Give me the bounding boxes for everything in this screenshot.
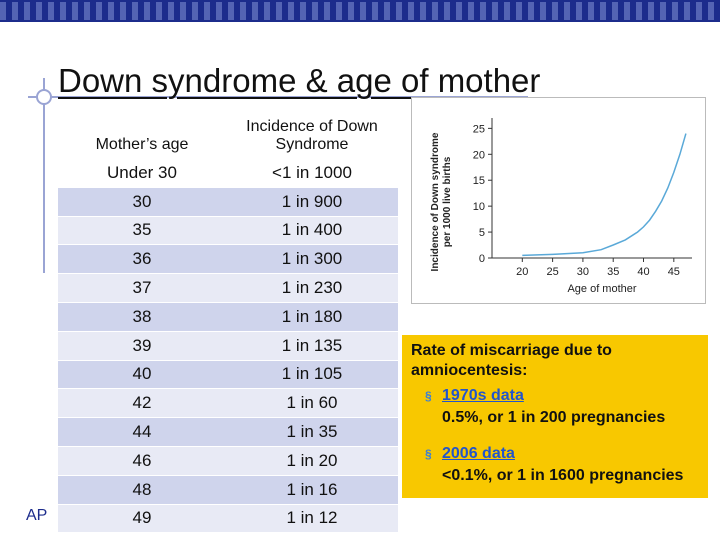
table-row: 39 1 in 135 <box>58 330 398 360</box>
header-bar <box>0 0 720 22</box>
table-row: 35 1 in 400 <box>58 215 398 245</box>
table-row: 38 1 in 180 <box>58 301 398 331</box>
x-tick-label: 20 <box>516 266 528 278</box>
incidence-cell: 1 in 60 <box>226 388 398 418</box>
note-item-label[interactable]: 1970s data <box>442 387 524 404</box>
decorative-vertical-line <box>43 78 45 273</box>
x-tick-label: 40 <box>637 266 649 278</box>
y-tick-label: 5 <box>479 227 485 239</box>
decorative-circle <box>36 89 52 105</box>
y-tick-label: 0 <box>479 253 485 265</box>
table-row: 44 1 in 35 <box>58 417 398 446</box>
y-tick-label: 10 <box>473 201 485 213</box>
series-line <box>522 133 687 257</box>
y-tick-label: 25 <box>473 123 485 135</box>
age-cell: 46 <box>58 445 226 475</box>
table-row: 49 1 in 12 <box>58 503 398 533</box>
table-header-incidence: Incidence of Down Syndrome <box>226 100 398 158</box>
bullet-icon: § <box>425 389 432 403</box>
age-cell: 36 <box>58 244 226 274</box>
x-axis-label: Age of mother <box>567 283 636 295</box>
note-item-label[interactable]: 2006 data <box>442 445 515 462</box>
table-row: Under 30 <1 in 1000 <box>58 158 398 187</box>
table-row: 48 1 in 16 <box>58 474 398 504</box>
x-tick-label: 35 <box>607 266 619 278</box>
incidence-cell: 1 in 300 <box>226 244 398 274</box>
incidence-cell: 1 in 105 <box>226 359 398 389</box>
age-cell: 48 <box>58 474 226 504</box>
y-axis-label-line: per 1000 live births <box>442 156 453 247</box>
incidence-cell: 1 in 12 <box>226 503 398 533</box>
age-cell: 37 <box>58 273 226 302</box>
incidence-cell: 1 in 35 <box>226 417 398 446</box>
incidence-cell: 1 in 400 <box>226 215 398 245</box>
y-axis-label-line: Incidence of Down syndrome <box>430 132 441 271</box>
x-tick-label: 30 <box>577 266 589 278</box>
incidence-cell: 1 in 230 <box>226 273 398 302</box>
footer-text: AP <box>26 507 48 524</box>
incidence-cell: 1 in 20 <box>226 445 398 475</box>
age-cell: 42 <box>58 388 226 418</box>
x-tick-label: 25 <box>546 266 558 278</box>
chart-svg: 0 5 10 15 20 25 20 25 30 35 40 45 Age of mother Incid… <box>430 118 692 295</box>
y-axis-label: Incidence of Down syndromeper 1000 live … <box>430 132 453 271</box>
table-row: 40 1 in 105 <box>58 359 398 389</box>
table-row: 42 1 in 60 <box>58 388 398 418</box>
slide-title: Down syndrome & age of mother <box>58 62 541 99</box>
table-row: 37 1 in 230 <box>58 273 398 302</box>
y-tick-label: 20 <box>473 149 485 161</box>
incidence-cell: <1 in 1000 <box>226 158 398 187</box>
age-cell: 49 <box>58 503 226 533</box>
miscarriage-note: Rate of miscarriage due to amniocentesis… <box>402 335 708 498</box>
incidence-cell: 1 in 16 <box>226 474 398 504</box>
age-cell: Under 30 <box>58 158 226 187</box>
decorative-horizontal-line <box>28 96 528 98</box>
bullet-icon: § <box>425 447 432 461</box>
table-row: 36 1 in 300 <box>58 244 398 274</box>
x-tick-label: 45 <box>668 266 680 278</box>
age-cell: 38 <box>58 301 226 331</box>
note-heading: Rate of miscarriage due to amniocentesis… <box>411 342 612 379</box>
table-row: 46 1 in 20 <box>58 445 398 475</box>
table-body: Under 30 <1 in 1000 30 1 in 900 35 1 in 400… <box>58 158 398 533</box>
table-row: 30 1 in 900 <box>58 186 398 216</box>
incidence-table: Mother’s age Incidence of Down Syndrome … <box>58 100 398 533</box>
note-item: § 1970s data 0.5%, or 1 in 200 pregnanci… <box>411 385 699 429</box>
header-pattern <box>0 2 720 20</box>
incidence-cell: 1 in 135 <box>226 330 398 360</box>
note-item-text: <0.1%, or 1 in 1600 pregnancies <box>442 467 684 484</box>
age-cell: 44 <box>58 417 226 446</box>
incidence-chart: 0 5 10 15 20 25 20 25 30 35 40 45 Age of mother Incid… <box>411 97 706 304</box>
table-header-age: Mother’s age <box>58 100 226 158</box>
note-item-text: 0.5%, or 1 in 200 pregnancies <box>442 409 666 426</box>
note-item: § 2006 data <0.1%, or 1 in 1600 pregnanc… <box>411 443 699 487</box>
age-cell: 39 <box>58 330 226 360</box>
incidence-cell: 1 in 180 <box>226 301 398 331</box>
age-cell: 40 <box>58 359 226 389</box>
age-cell: 30 <box>58 186 226 216</box>
age-cell: 35 <box>58 215 226 245</box>
y-tick-label: 15 <box>473 175 485 187</box>
incidence-cell: 1 in 900 <box>226 186 398 216</box>
